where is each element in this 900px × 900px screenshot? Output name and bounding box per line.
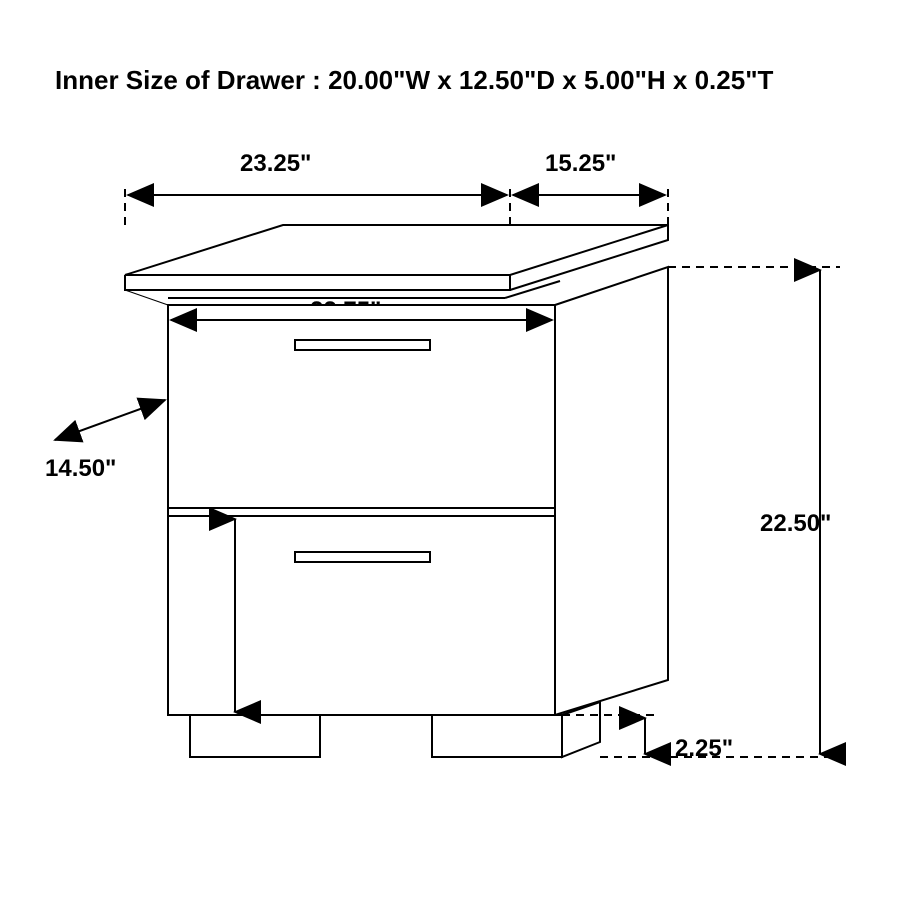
furniture-diagram: [0, 0, 900, 900]
